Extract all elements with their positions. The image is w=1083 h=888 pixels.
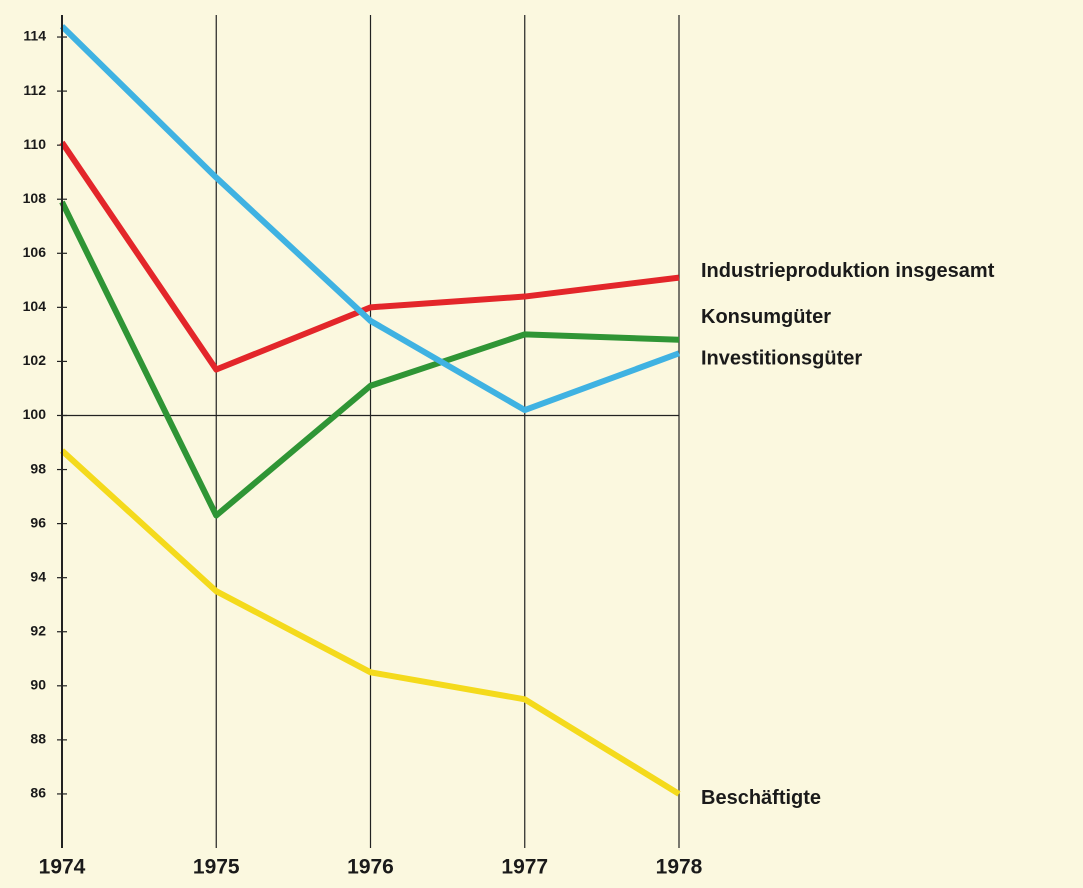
series-line: [59, 24, 681, 414]
y-tick-label: 102: [23, 352, 47, 368]
y-tick-label: 86: [30, 785, 46, 801]
series-label: Investitionsgüter: [701, 348, 862, 370]
y-tick-label: 88: [30, 731, 46, 747]
series-label: Konsumgüter: [701, 306, 831, 328]
y-tick-label: 98: [30, 460, 46, 476]
y-tick-label: 94: [30, 568, 46, 584]
y-tick-label: 92: [30, 622, 46, 638]
y-tick-label: 90: [30, 677, 46, 693]
series-line: [59, 448, 681, 797]
series-label: Beschäftigte: [701, 787, 821, 809]
x-tick-label: 1976: [347, 856, 394, 879]
y-tick-label: 106: [23, 244, 47, 260]
y-tick-label: 110: [23, 136, 46, 152]
series-label: Industrieproduktion insgesamt: [701, 260, 995, 282]
y-tick-label: 100: [23, 406, 47, 422]
x-tick-label: 1974: [39, 856, 86, 879]
y-tick-label: 112: [23, 82, 46, 98]
series-line: [59, 200, 680, 519]
x-tick-label: 1975: [193, 856, 240, 879]
series-line: [59, 140, 680, 373]
y-tick-label: 104: [23, 298, 47, 314]
y-tick-label: 108: [23, 190, 47, 206]
x-tick-label: 1978: [656, 856, 703, 879]
x-tick-label: 1977: [501, 856, 548, 879]
y-tick-label: 114: [23, 28, 46, 44]
y-tick-label: 96: [30, 514, 46, 530]
